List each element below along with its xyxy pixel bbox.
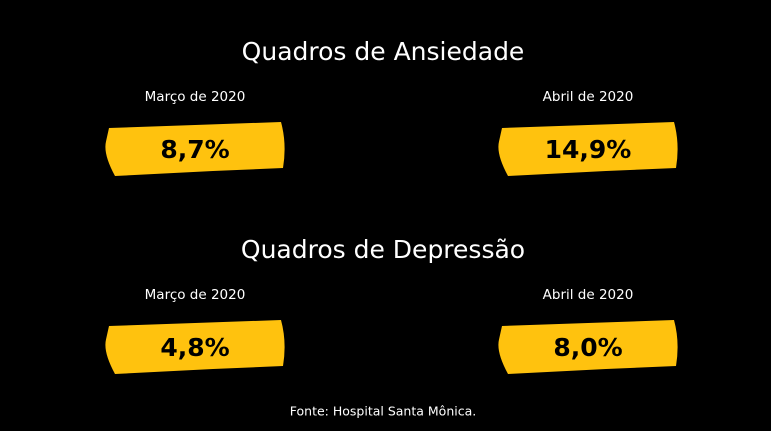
section-title: Quadros de Ansiedade: [242, 37, 525, 66]
value-highlight: [105, 320, 285, 374]
value-highlight: [105, 122, 285, 176]
period-label: Março de 2020: [145, 287, 246, 303]
value: 14,9%: [545, 135, 632, 164]
footer: Fonte: Hospital Santa Mônica.: [290, 404, 476, 419]
value: 8,7%: [160, 135, 229, 164]
period-label: Abril de 2020: [543, 287, 634, 303]
period-label: Março de 2020: [145, 89, 246, 105]
period-label: Abril de 2020: [543, 89, 634, 105]
value-highlight: [498, 122, 678, 176]
section-title: Quadros de Depressão: [241, 235, 525, 264]
value-highlight: [498, 320, 678, 374]
value: 4,8%: [160, 333, 229, 362]
value: 8,0%: [553, 333, 622, 362]
